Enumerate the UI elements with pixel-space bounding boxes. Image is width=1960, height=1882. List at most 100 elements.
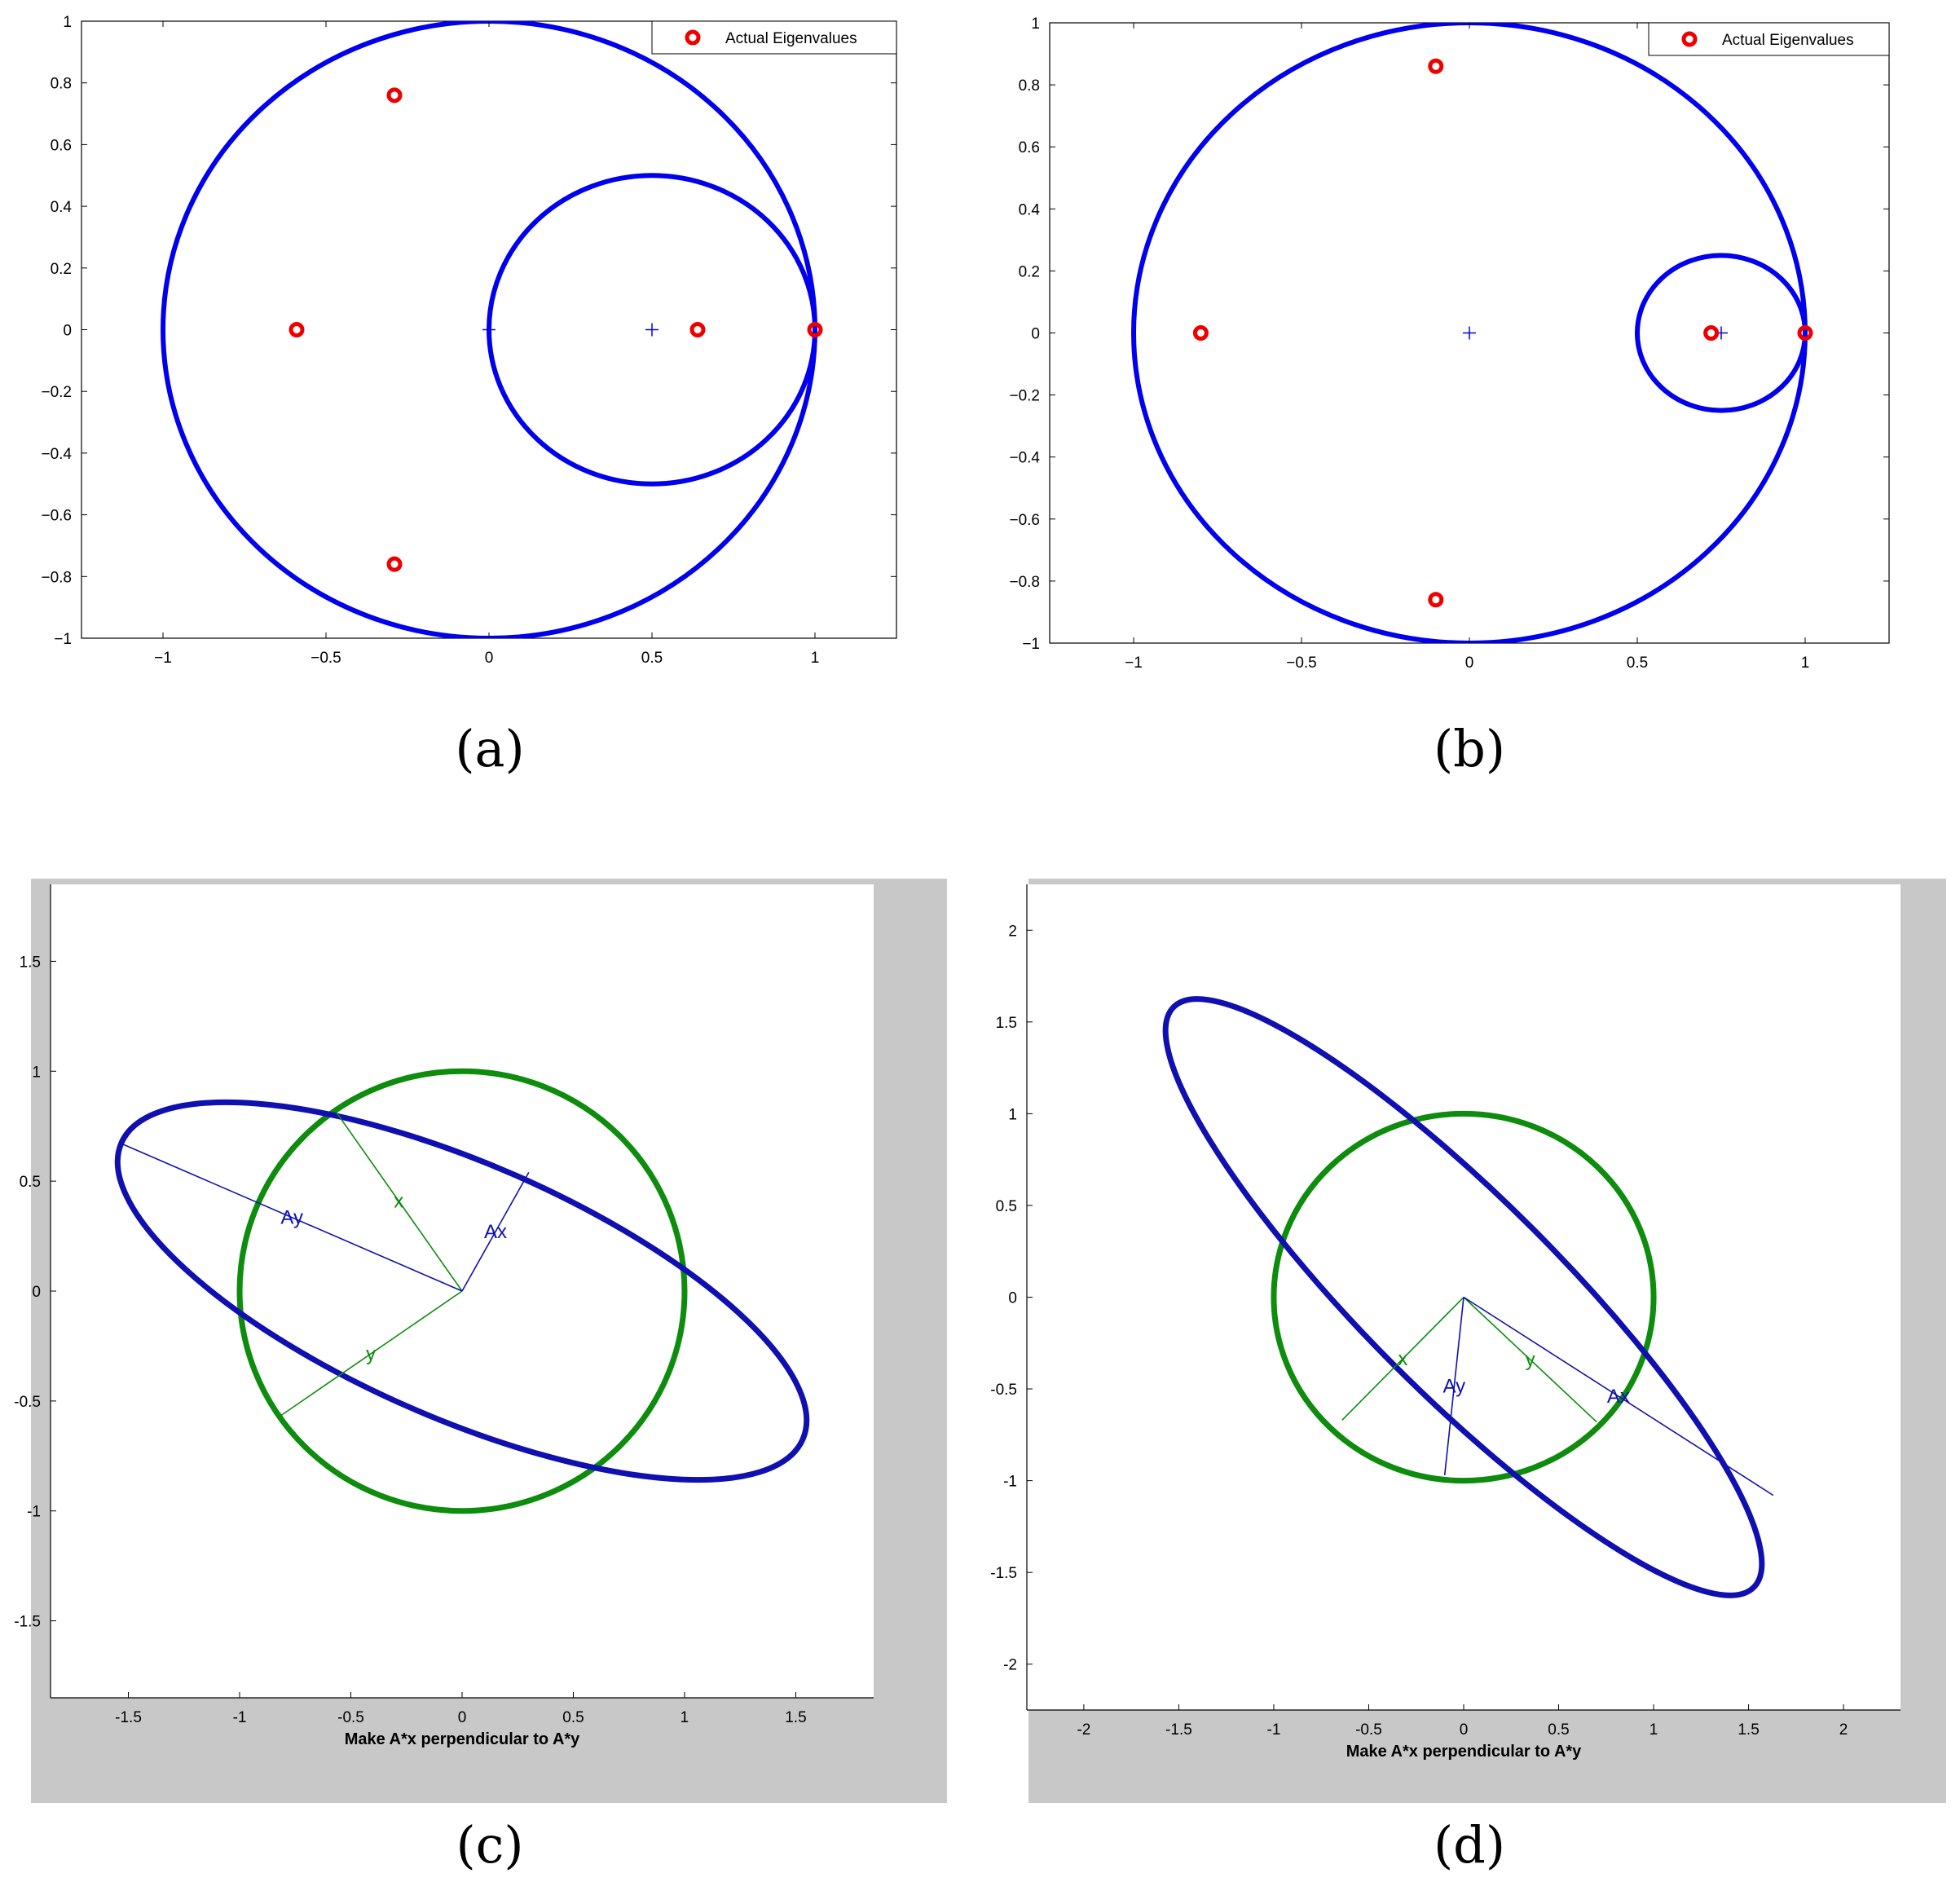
- vector-ay: [1443, 1297, 1464, 1475]
- y-tick-label: −0.8: [1009, 574, 1040, 591]
- center-marker: [1463, 326, 1476, 340]
- y-tick-label: −0.6: [41, 508, 72, 525]
- eigenvalue-point: [1428, 58, 1444, 74]
- subfigure-label: (a): [455, 719, 524, 778]
- eigenvalue-point: [807, 322, 823, 337]
- y-tick-label: 0: [63, 323, 72, 340]
- center-marker: [482, 323, 496, 337]
- y-tick-label: 1: [63, 14, 72, 31]
- unit-circle: [236, 1068, 688, 1514]
- y-tick-label: -1.5: [14, 1614, 41, 1631]
- vector-label-y: y: [366, 1343, 376, 1365]
- plot-content: [1131, 23, 1813, 643]
- y-tick-label: −0.4: [1009, 450, 1040, 467]
- x-tick-label: 0.5: [1627, 655, 1648, 672]
- x-tick-label: -0.5: [1355, 1721, 1382, 1739]
- x-tick-label: 1.5: [1738, 1721, 1759, 1739]
- y-tick-label: −0.4: [41, 446, 72, 463]
- x-tick-label: −1: [1125, 655, 1143, 672]
- y-tick-label: 0.5: [20, 1174, 41, 1191]
- legend-box: [651, 20, 897, 55]
- eigenvalue-point: [1797, 325, 1813, 341]
- y-tick-label: 1: [32, 1064, 41, 1081]
- x-axis-label: Make A*x perpendicular to A*y: [345, 1730, 580, 1748]
- panel-d: x y Ay Ax -2 -1.5 -1 -0.5 0 0.5 1 1.5 2 -2 -1.5 -1 -0.5 0…: [980, 848, 1960, 1882]
- subfigure-label: (d): [1434, 1815, 1505, 1875]
- vector-ax: [1463, 1296, 1774, 1496]
- plot-content: x y Ay Ax: [1162, 996, 1774, 1598]
- y-tick-label: 0.2: [51, 261, 72, 278]
- y-tick-label: 0: [1031, 326, 1040, 343]
- y-tick-label: -1: [27, 1504, 41, 1521]
- eigenvalue-point: [386, 556, 403, 572]
- legend-marker: [1681, 31, 1698, 47]
- y-tick-label: 2: [1008, 923, 1017, 940]
- x-tick-label: -1.5: [115, 1709, 142, 1726]
- x-tick-label: -1: [1267, 1721, 1281, 1739]
- y-tick-label: −1: [54, 631, 72, 648]
- plot-content: x y Ax Ay: [114, 1068, 810, 1514]
- eigenvalue-point: [1192, 325, 1209, 341]
- gershgorin-circle: [1635, 253, 1808, 413]
- y-tick-label: 0.4: [1019, 201, 1041, 218]
- vector-label-y: y: [1526, 1349, 1535, 1371]
- x-tick-label: 0: [1460, 1721, 1469, 1739]
- vector-label-ax: Ax: [484, 1221, 507, 1243]
- x-tick-label: −0.5: [1286, 655, 1317, 672]
- x-tick-label: -1: [233, 1709, 247, 1726]
- y-tick-label: −0.6: [1009, 512, 1040, 529]
- x-tick-label: 0: [1465, 655, 1474, 672]
- x-tick-label: −1: [154, 650, 172, 667]
- legend-box: [1648, 22, 1890, 56]
- subfigure-label: (b): [1434, 719, 1505, 778]
- panel-c: x y Ax Ay -1.5 -1 -0.5 0 0.5 1 1.5 -1.5 -1 -0.5 0 0.5 1 1…: [0, 848, 980, 1882]
- vector-label-x: x: [394, 1190, 403, 1212]
- x-tick-label: 0.5: [562, 1709, 584, 1726]
- y-tick-label: −0.2: [41, 384, 72, 401]
- panel-a: −1 −0.5 0 0.5 1 −1 −0.8 −0.6 −0.4 −0.2 0 0.2 0.4 0.6 0…: [0, 0, 980, 815]
- vector-label-ax: Ax: [1607, 1386, 1630, 1408]
- legend-label: Actual Eigenvalues: [1722, 32, 1854, 49]
- chart-a: −1 −0.5 0 0.5 1 −1 −0.8 −0.6 −0.4 −0.2 0 0.2 0.4 0.6 0…: [41, 14, 897, 778]
- legend-marker: [685, 29, 701, 46]
- legend: Actual Eigenvalues: [651, 20, 897, 55]
- chart-c: x y Ax Ay -1.5 -1 -0.5 0 0.5 1 1.5 -1.5 -1 -0.5 0 0.5 1 1…: [14, 879, 947, 1875]
- eigenvalue-point: [689, 322, 706, 337]
- y-tick-label: 0.4: [51, 199, 73, 216]
- eigenvalue-point: [288, 322, 305, 337]
- y-tick-label: 0.8: [1019, 77, 1040, 95]
- x-tick-label: 1: [811, 650, 820, 667]
- vector-x: [1341, 1296, 1464, 1421]
- y-tick-label: 1: [1031, 15, 1040, 33]
- vector-x: [334, 1110, 463, 1292]
- y-tick-label: 0.2: [1019, 263, 1040, 280]
- y-tick-label: −0.8: [41, 569, 72, 586]
- x-axis-label: Make A*x perpendicular to A*y: [1346, 1743, 1582, 1761]
- x-tick-label: 0.5: [1548, 1721, 1569, 1739]
- x-tick-label: 1: [680, 1709, 689, 1726]
- vector-y: [279, 1290, 463, 1417]
- x-tick-label: 1.5: [785, 1709, 806, 1726]
- y-tick-label: −1: [1022, 636, 1040, 653]
- vector-ay: [121, 1143, 463, 1292]
- y-tick-label: 1.5: [20, 954, 41, 971]
- x-tick-label: −0.5: [311, 650, 341, 667]
- y-tick-label: -0.5: [990, 1382, 1017, 1399]
- legend-label: Actual Eigenvalues: [725, 30, 857, 47]
- vector-label-x: x: [1398, 1348, 1407, 1370]
- eigenvalue-point: [1428, 592, 1444, 608]
- unit-circle: [1271, 1110, 1657, 1484]
- vector-label-ay: Ay: [280, 1207, 303, 1229]
- y-tick-label: 0.6: [1019, 139, 1040, 156]
- vector-label-ay: Ay: [1443, 1376, 1466, 1398]
- eigenvalue-point: [386, 87, 403, 104]
- eigenvalue-point: [1703, 325, 1720, 341]
- chart-d: x y Ay Ax -2 -1.5 -1 -0.5 0 0.5 1 1.5 2 -2 -1.5 -1 -0.5 0…: [990, 879, 1946, 1875]
- y-tick-label: 0: [32, 1284, 41, 1301]
- y-tick-label: 1: [1008, 1106, 1017, 1123]
- chart-b: −1 −0.5 0 0.5 1 −1 −0.8 −0.6 −0.4 −0.2 0 0.2 0.4 0.6 0…: [1009, 15, 1890, 778]
- y-tick-label: 0: [1008, 1290, 1017, 1307]
- y-tick-label: -2: [1003, 1657, 1017, 1674]
- panel-b: −1 −0.5 0 0.5 1 −1 −0.8 −0.6 −0.4 −0.2 0 0.2 0.4 0.6 0…: [980, 0, 1960, 815]
- x-tick-label: -2: [1077, 1721, 1090, 1739]
